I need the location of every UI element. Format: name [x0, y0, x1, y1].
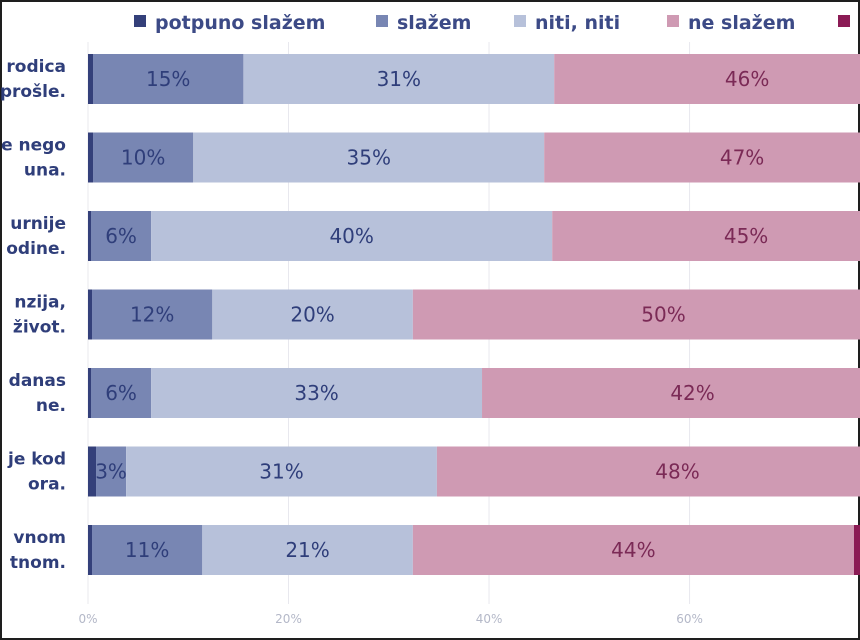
data-label: 47% — [720, 146, 764, 170]
bar-segment — [193, 132, 545, 183]
data-label: 20% — [290, 303, 334, 327]
category-label: je kod — [7, 450, 66, 470]
bar-segment — [243, 54, 555, 104]
bar-segment — [151, 211, 553, 261]
bar-segment — [91, 211, 152, 261]
bar-segment — [93, 132, 194, 183]
category-label: tnom. — [10, 553, 66, 573]
data-label: 48% — [655, 460, 699, 484]
data-label: 21% — [285, 538, 329, 562]
data-label: 6% — [105, 381, 137, 405]
x-tick-label: 40% — [476, 612, 503, 626]
category-label: una. — [24, 161, 66, 181]
data-label: 15% — [146, 67, 190, 91]
bar-segment — [91, 368, 152, 418]
bar-segment — [412, 289, 860, 340]
legend-swatch — [134, 15, 146, 27]
category-label: život. — [13, 318, 66, 338]
category-label: rodica — [6, 57, 66, 77]
bar-segment — [552, 211, 860, 261]
category-label: e nego — [1, 136, 66, 156]
data-label: 40% — [329, 224, 373, 248]
bar-segment — [202, 525, 413, 575]
legend-label: potpuno slažem — [155, 12, 325, 34]
data-label: 31% — [259, 460, 303, 484]
bar-segment — [151, 368, 483, 418]
legend-swatch — [514, 15, 526, 27]
bar-segment — [544, 132, 860, 183]
bar-segment — [212, 289, 413, 340]
bar-segment — [92, 289, 213, 340]
data-label: 50% — [641, 303, 685, 327]
category-label: prošle. — [0, 82, 66, 102]
bar-segment — [482, 368, 860, 418]
data-label: 35% — [347, 146, 391, 170]
legend-swatch — [376, 15, 388, 27]
data-label: 31% — [377, 67, 421, 91]
category-label: danas — [9, 371, 66, 391]
bar-segment — [88, 211, 92, 261]
bar-segment — [853, 525, 860, 575]
data-label: 12% — [130, 303, 174, 327]
bar-segment — [93, 54, 244, 104]
x-tick-label: 0% — [78, 612, 97, 626]
data-label: 44% — [611, 538, 655, 562]
legend-label: slažem — [397, 12, 471, 34]
legend-swatch — [667, 15, 679, 27]
legend-swatch — [838, 15, 850, 27]
category-label: urnije — [10, 214, 66, 234]
bar-segment — [88, 54, 94, 104]
data-label: 11% — [125, 538, 169, 562]
bar-segment — [88, 289, 93, 340]
bar-segment — [88, 132, 94, 183]
category-label: vnom — [13, 528, 66, 548]
data-label: 33% — [294, 381, 338, 405]
legend-label: ne slažem — [688, 12, 795, 34]
category-label: nzija, — [14, 293, 66, 313]
bar-segment — [88, 446, 97, 497]
data-label: 46% — [725, 67, 769, 91]
x-tick-label: 60% — [676, 612, 703, 626]
legend-label: niti, niti — [535, 12, 620, 34]
bar-segment — [126, 446, 437, 497]
bar-segment — [436, 446, 860, 497]
bar-segment — [96, 446, 127, 497]
category-label: ne. — [36, 396, 66, 416]
category-label: ora. — [28, 475, 66, 495]
data-label: 6% — [105, 224, 137, 248]
bar-segment — [92, 525, 203, 575]
bar-segment — [554, 54, 860, 104]
data-label: 45% — [724, 224, 768, 248]
category-label: odine. — [6, 239, 66, 259]
bar-segment — [412, 525, 854, 575]
bar-segment — [88, 525, 93, 575]
data-label: 42% — [670, 381, 714, 405]
x-tick-label: 20% — [275, 612, 302, 626]
bar-segment — [88, 368, 92, 418]
data-label: 10% — [121, 146, 165, 170]
data-label: 3% — [95, 460, 127, 484]
